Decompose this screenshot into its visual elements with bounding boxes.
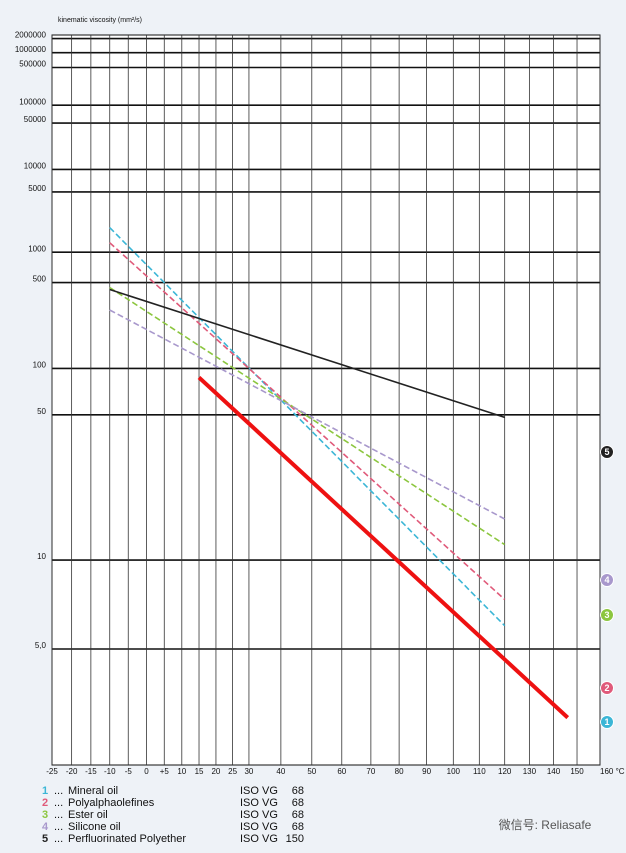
y-tick-label: 500 <box>33 275 47 284</box>
legend-grade: ISO VG <box>240 833 278 845</box>
legend-name: Ester oil <box>68 809 108 821</box>
x-tick-label: 100 <box>447 767 461 776</box>
legend-iso-vg: 68 <box>292 809 304 821</box>
legend-iso-vg: 68 <box>292 785 304 797</box>
legend-number: 5 <box>42 833 48 845</box>
watermark: 微信号: Reliasafe <box>499 818 592 832</box>
x-tick-label: 80 <box>395 767 404 776</box>
legend-separator: ... <box>54 833 63 845</box>
x-tick-label: 25 <box>228 767 237 776</box>
series-badge <box>600 445 614 459</box>
x-tick-label: 130 <box>523 767 537 776</box>
series-badge-number: 2 <box>604 683 609 693</box>
series-badge <box>600 681 614 695</box>
legend-number: 2 <box>42 797 48 809</box>
series-badge <box>600 715 614 729</box>
x-tick-label: +5 <box>160 767 170 776</box>
series-badge <box>600 608 614 622</box>
x-tick-label: -15 <box>85 767 97 776</box>
series-badge <box>600 573 614 587</box>
series-line <box>109 288 505 419</box>
legend-name: Perfluorinated Polyether <box>68 833 186 845</box>
x-tick-label: 30 <box>244 767 253 776</box>
x-tick-label: 110 <box>473 767 486 776</box>
x-tick-label: 150 <box>570 767 584 776</box>
legend-name: Silicone oil <box>68 821 121 833</box>
y-tick-label: 5000 <box>28 184 46 193</box>
y-tick-label: 2000000 <box>15 31 47 40</box>
y-tick-label: 50 <box>37 407 46 416</box>
x-tick-label: 0 <box>144 767 149 776</box>
x-tick-label: 120 <box>498 767 512 776</box>
x-tick-label: 15 <box>195 767 204 776</box>
series-line <box>109 227 506 627</box>
legend-grade: ISO VG <box>240 785 278 797</box>
x-tick-label: 160 °C <box>600 767 625 776</box>
y-tick-label: 500000 <box>19 60 46 69</box>
legend-separator: ... <box>54 797 63 809</box>
x-tick-label: -20 <box>66 767 78 776</box>
y-tick-label: 10 <box>37 552 46 561</box>
series-badge-number: 3 <box>604 610 609 620</box>
legend-iso-vg: 150 <box>286 833 304 845</box>
legend-number: 4 <box>42 821 49 833</box>
x-tick-label: -10 <box>104 767 116 776</box>
legend-number: 3 <box>42 809 48 821</box>
x-tick-label: 40 <box>276 767 285 776</box>
series-line <box>109 309 506 520</box>
y-tick-label: 1000 <box>28 244 46 253</box>
legend-iso-vg: 68 <box>292 797 304 809</box>
legend-separator: ... <box>54 809 63 821</box>
y-axis-title: kinematic viscosity (mm²/s) <box>58 17 142 24</box>
series-line <box>109 286 506 546</box>
series-badge-number: 4 <box>604 575 609 585</box>
legend-grade: ISO VG <box>240 797 278 809</box>
x-tick-label: 90 <box>422 767 431 776</box>
legend-number: 1 <box>42 785 48 797</box>
legend-grade: ISO VG <box>240 821 278 833</box>
y-tick-label: 1000000 <box>15 45 47 54</box>
x-tick-label: 10 <box>177 767 186 776</box>
series-badge-number: 5 <box>604 447 609 457</box>
y-tick-label: 50000 <box>24 115 47 124</box>
plot-area <box>51 34 601 766</box>
y-tick-label: 100 <box>33 361 47 370</box>
legend-iso-vg: 68 <box>292 821 304 833</box>
x-tick-label: -5 <box>125 767 133 776</box>
x-tick-label: 60 <box>337 767 346 776</box>
x-tick-label: -25 <box>46 767 58 776</box>
legend-grade: ISO VG <box>240 809 278 821</box>
legend-name: Mineral oil <box>68 785 118 797</box>
y-tick-label: 5,0 <box>35 641 47 650</box>
series-line <box>197 376 570 720</box>
x-tick-label: 70 <box>366 767 375 776</box>
x-tick-label: 50 <box>307 767 316 776</box>
legend-separator: ... <box>54 785 63 797</box>
x-tick-label: 140 <box>547 767 561 776</box>
legend-name: Polyalphaolefines <box>68 797 155 809</box>
series-badge-number: 1 <box>604 717 609 727</box>
legend-separator: ... <box>54 821 63 833</box>
y-tick-label: 10000 <box>24 162 47 171</box>
y-tick-label: 100000 <box>19 97 46 106</box>
series-line <box>109 242 506 601</box>
x-tick-label: 20 <box>211 767 220 776</box>
